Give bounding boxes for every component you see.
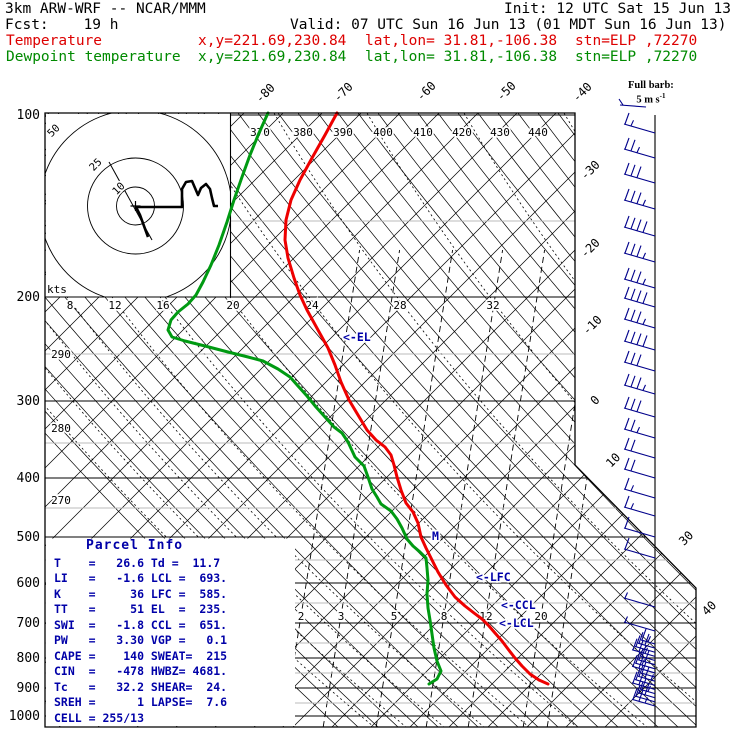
wind-barb-legend-unit: 5 m s <box>636 94 660 106</box>
svg-text:900: 900 <box>17 681 40 696</box>
svg-text:10: 10 <box>603 450 623 470</box>
svg-text:-70: -70 <box>331 80 356 105</box>
svg-text:<-LCL: <-LCL <box>499 616 534 630</box>
svg-text:5: 5 <box>391 610 398 623</box>
svg-text:1000: 1000 <box>9 709 40 724</box>
hodograph-trace <box>134 179 218 238</box>
dewpoint-station: stn=ELP ,72270 <box>575 49 698 65</box>
svg-text:32: 32 <box>486 299 499 312</box>
svg-text:12: 12 <box>108 299 121 312</box>
svg-text:20: 20 <box>226 299 239 312</box>
model-title: 3km ARW-WRF -- NCAR/MMM <box>5 1 206 17</box>
wind-barb-legend-exp: -1 <box>659 92 666 100</box>
svg-text:500: 500 <box>17 530 40 545</box>
svg-text:440: 440 <box>528 126 548 139</box>
svg-text:280: 280 <box>51 422 71 435</box>
svg-text:800: 800 <box>17 651 40 666</box>
svg-text:<-CCL: <-CCL <box>501 598 536 612</box>
svg-text:<-EL: <-EL <box>343 330 371 344</box>
svg-text:300: 300 <box>17 394 40 409</box>
svg-text:-80: -80 <box>253 81 278 106</box>
svg-text:420: 420 <box>452 126 472 139</box>
svg-text:-10: -10 <box>580 313 605 338</box>
temperature-latlon: lat,lon= 31.81,-106.38 <box>365 33 558 49</box>
wind-barb-legend: Full barb: 5 m s-1 <box>628 80 674 106</box>
svg-text:700: 700 <box>17 616 40 631</box>
dewpoint-latlon: lat,lon= 31.81,-106.38 <box>365 49 558 65</box>
temperature-station: stn=ELP ,72270 <box>575 33 698 49</box>
svg-text:16: 16 <box>156 299 169 312</box>
svg-text:8: 8 <box>67 299 74 312</box>
hodograph-origin-marker <box>130 201 141 211</box>
svg-text:20: 20 <box>534 610 547 623</box>
svg-text:-30: -30 <box>578 158 603 183</box>
svg-text:2: 2 <box>298 610 305 623</box>
svg-text:0: 0 <box>588 393 603 408</box>
level-annotations: <-EL M <-LFC <-CCL <-LCL <box>341 328 537 632</box>
parcel-info-panel <box>46 538 295 726</box>
init-time: Init: 12 UTC Sat 15 Jun 13 <box>504 1 731 17</box>
svg-text:100: 100 <box>17 108 40 123</box>
svg-text:8: 8 <box>441 610 448 623</box>
svg-text:-40: -40 <box>570 80 595 105</box>
svg-text:-60: -60 <box>414 79 439 104</box>
svg-text:430: 430 <box>490 126 510 139</box>
forecast-hour: Fcst: 19 h <box>5 17 119 33</box>
plot-border <box>44 112 697 728</box>
svg-text:3: 3 <box>338 610 345 623</box>
valid-time: Valid: 07 UTC Sun 16 Jun 13 (01 MDT Sun … <box>290 17 727 33</box>
svg-text:-20: -20 <box>578 236 603 261</box>
svg-text:390: 390 <box>333 126 353 139</box>
svg-text:400: 400 <box>17 471 40 486</box>
svg-text:200: 200 <box>17 290 40 305</box>
parcel-info-title: Parcel Info <box>86 538 184 553</box>
svg-text:30: 30 <box>676 528 696 548</box>
svg-text:380: 380 <box>293 126 313 139</box>
parcel-info-table: T = 26.6 Td = 11.7 LI = -1.6 LCL = 693. … <box>54 556 228 725</box>
hodograph-units-label: kts <box>47 283 67 296</box>
dewpoint-curve <box>166 111 443 686</box>
wind-barb-column <box>618 98 656 727</box>
temperature-legend-label: Temperature <box>6 33 103 49</box>
svg-text:M: M <box>432 529 439 543</box>
svg-text:270: 270 <box>51 494 71 507</box>
temperature-xy: x,y=221.69,230.84 <box>198 33 347 49</box>
svg-text:40: 40 <box>699 598 719 618</box>
svg-text:-50: -50 <box>494 79 519 104</box>
dewpoint-legend-label: Dewpoint temperature <box>6 49 181 65</box>
wind-barb-legend-title: Full barb: <box>628 80 674 91</box>
svg-text:290: 290 <box>51 348 71 361</box>
svg-text:<-LFC: <-LFC <box>476 570 511 584</box>
dewpoint-xy: x,y=221.69,230.84 <box>198 49 347 65</box>
pressure-axis: 100 200 300 400 500 600 700 800 900 1000 <box>7 106 42 726</box>
svg-text:600: 600 <box>17 576 40 591</box>
svg-text:400: 400 <box>373 126 393 139</box>
temperature-curve <box>283 111 550 686</box>
svg-text:410: 410 <box>413 126 433 139</box>
svg-text:28: 28 <box>393 299 406 312</box>
